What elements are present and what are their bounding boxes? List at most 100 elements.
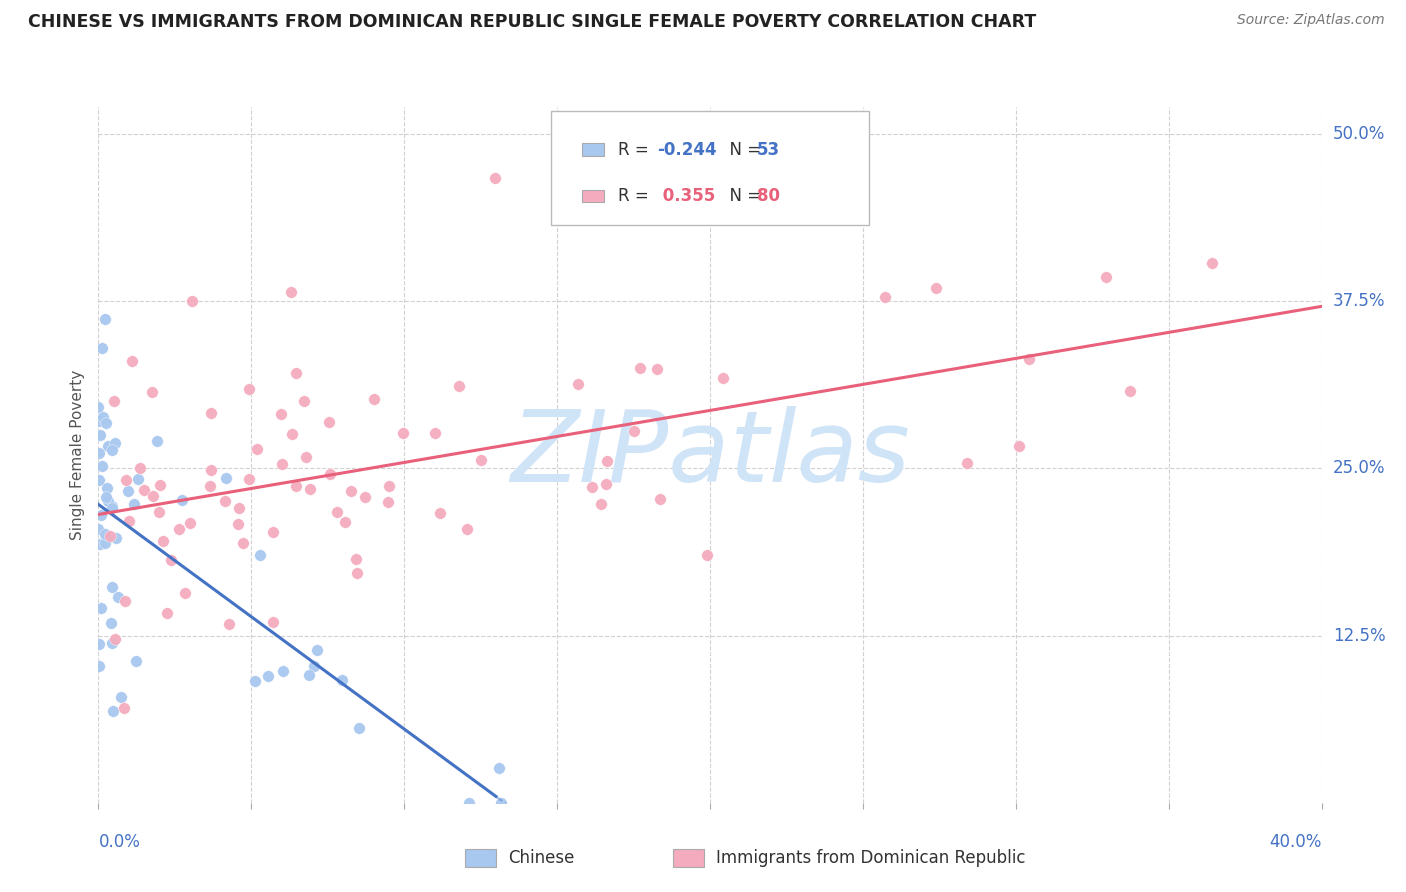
Point (628, 360, 651, 375)
Text: 37.5%: 37.5% (1333, 292, 1385, 310)
Point (648, 491, 671, 506)
Point (1095, 270, 1118, 285)
Point (307, 643, 329, 657)
Point (326, 505, 349, 519)
Point (181, 293, 204, 308)
Point (449, 379, 471, 393)
Point (333, 516, 356, 530)
Point (713, 370, 735, 384)
Point (87, 414, 110, 428)
Text: CHINESE VS IMMIGRANTS FROM DOMINICAN REPUBLIC SINGLE FEMALE POVERTY CORRELATION : CHINESE VS IMMIGRANTS FROM DOMINICAN REP… (28, 13, 1036, 31)
Text: 53: 53 (756, 141, 780, 159)
Point (115, 473, 138, 487)
Point (226, 516, 249, 531)
Point (1119, 384, 1142, 398)
Point (101, 443, 124, 458)
Point (457, 796, 479, 810)
Point (1201, 256, 1223, 270)
Text: N =: N = (718, 187, 766, 205)
Point (470, 453, 492, 467)
Point (127, 472, 149, 486)
Point (179, 516, 201, 530)
Point (238, 382, 260, 396)
FancyBboxPatch shape (551, 111, 869, 226)
Point (128, 460, 150, 475)
Point (595, 454, 617, 468)
Point (292, 393, 315, 408)
Point (167, 522, 190, 536)
Point (94, 535, 117, 549)
Y-axis label: Single Female Poverty: Single Female Poverty (70, 370, 86, 540)
Point (149, 478, 172, 492)
Point (94, 527, 117, 541)
Point (114, 594, 136, 608)
Point (87, 522, 110, 536)
Point (98, 529, 121, 543)
Point (285, 479, 308, 493)
Point (262, 524, 284, 539)
Point (87, 659, 110, 673)
Text: 25.0%: 25.0% (1333, 459, 1385, 477)
Point (423, 425, 446, 440)
Point (257, 668, 280, 682)
Point (353, 490, 375, 504)
Text: 40.0%: 40.0% (1270, 833, 1322, 851)
Point (87, 400, 110, 414)
Point (214, 494, 236, 508)
Point (152, 534, 174, 549)
Point (262, 615, 284, 629)
Point (117, 483, 139, 498)
Point (110, 690, 132, 704)
Point (319, 467, 342, 481)
FancyBboxPatch shape (673, 849, 704, 867)
Point (238, 472, 260, 486)
Point (294, 450, 316, 464)
Point (363, 392, 385, 406)
Point (623, 425, 645, 439)
Point (104, 531, 127, 545)
Point (101, 636, 124, 650)
Point (101, 501, 124, 516)
Point (96, 532, 118, 546)
Point (90, 341, 112, 355)
Point (200, 463, 222, 477)
Text: -0.244: -0.244 (658, 141, 717, 159)
Point (330, 673, 353, 687)
Point (318, 415, 340, 429)
Point (87, 637, 110, 651)
Point (1018, 351, 1040, 366)
Point (87, 474, 110, 488)
Point (281, 427, 304, 442)
Point (271, 664, 294, 678)
Point (595, 477, 617, 491)
Point (146, 434, 169, 448)
Point (97, 440, 120, 454)
Point (1008, 439, 1031, 453)
Point (392, 425, 415, 440)
Point (172, 492, 194, 507)
Point (567, 377, 589, 392)
Point (873, 290, 896, 304)
Point (96, 490, 118, 504)
Point (101, 580, 124, 594)
Point (132, 483, 155, 498)
Point (96, 481, 118, 495)
Point (246, 442, 269, 456)
Text: 80: 80 (756, 187, 779, 205)
Point (299, 483, 322, 497)
Point (103, 394, 125, 409)
Point (956, 456, 979, 470)
Point (377, 495, 399, 509)
Point (90, 508, 112, 522)
Point (94, 312, 117, 326)
Point (198, 479, 221, 493)
Point (142, 489, 165, 503)
Point (489, 796, 512, 810)
Point (347, 721, 370, 735)
FancyBboxPatch shape (465, 849, 496, 867)
Text: N =: N = (718, 141, 766, 159)
Point (925, 281, 948, 295)
Text: Source: ZipAtlas.com: Source: ZipAtlas.com (1237, 13, 1385, 28)
Point (249, 548, 271, 562)
Point (215, 471, 238, 485)
